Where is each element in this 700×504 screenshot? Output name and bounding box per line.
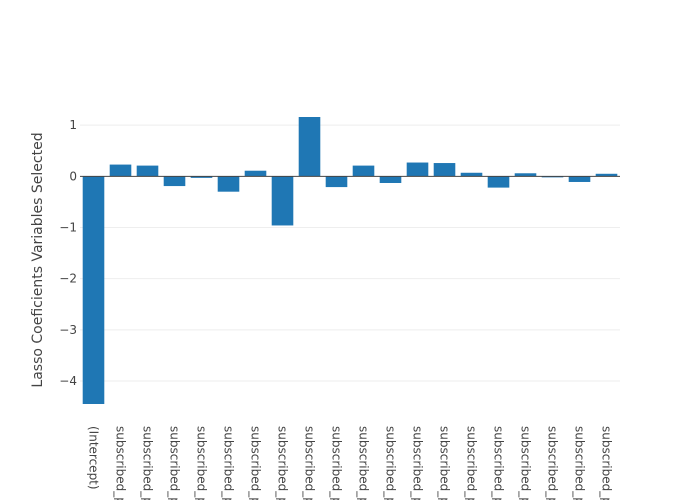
bar bbox=[136, 165, 159, 177]
x-tick-label: subscribed_p bbox=[438, 426, 452, 500]
x-tick-label: subscribed_p bbox=[384, 426, 398, 500]
bars bbox=[82, 117, 618, 404]
y-tick-label: −1 bbox=[59, 221, 77, 235]
x-tick-label: subscribed_p bbox=[411, 426, 425, 500]
bar bbox=[379, 176, 402, 183]
y-axis-title: Lasso Coeficients Variables Selected bbox=[30, 132, 46, 387]
bar bbox=[568, 176, 591, 182]
x-tick-label: subscribed_p bbox=[303, 426, 317, 500]
x-tick-label: subscribed_p bbox=[492, 426, 506, 500]
bar bbox=[514, 173, 537, 177]
x-tick-label: subscribed_p bbox=[465, 426, 479, 500]
y-tick-labels: 1 0 −1 −2 −3 −4 bbox=[59, 118, 77, 388]
x-tick-label: subscribed_p bbox=[222, 426, 236, 500]
bar bbox=[460, 172, 483, 177]
bar bbox=[541, 176, 564, 178]
bar bbox=[109, 164, 132, 177]
bar bbox=[352, 165, 375, 177]
y-tick-label: −2 bbox=[59, 272, 77, 286]
x-tick-label: subscribed_p bbox=[600, 426, 614, 500]
bar bbox=[163, 176, 186, 187]
x-tick-labels: (Intercept) subscribed_p subscribed_p subsc… bbox=[87, 426, 614, 504]
x-tick-label: (Intercept) bbox=[87, 426, 101, 490]
bar bbox=[433, 163, 456, 177]
x-tick-label: subscribed_p bbox=[546, 426, 560, 500]
x-tick-label: subscribed_p bbox=[276, 426, 290, 500]
bar bbox=[595, 173, 618, 177]
bar bbox=[271, 176, 294, 226]
gridlines bbox=[80, 124, 620, 382]
x-tick-label: subscribed_p bbox=[168, 426, 182, 500]
x-tick-label: subscribed_p bbox=[114, 426, 128, 500]
x-tick-label: subscribed_p bbox=[573, 426, 587, 500]
y-tick-label: −3 bbox=[59, 323, 77, 337]
bar bbox=[217, 176, 240, 192]
y-tick-label: −4 bbox=[59, 374, 77, 388]
bar bbox=[298, 117, 321, 177]
bar bbox=[406, 162, 429, 177]
x-tick-label: subscribed_p bbox=[249, 426, 263, 500]
x-tick-label: subscribed_p bbox=[141, 426, 155, 500]
y-tick-label: 0 bbox=[69, 169, 77, 183]
bar bbox=[325, 176, 348, 188]
bar bbox=[487, 176, 510, 188]
bar bbox=[82, 176, 105, 404]
bar bbox=[244, 170, 267, 177]
y-tick-label: 1 bbox=[69, 118, 77, 132]
bar bbox=[190, 176, 213, 178]
x-tick-label: subscribed_p bbox=[519, 426, 533, 500]
x-tick-label: subscribed_p bbox=[357, 426, 371, 500]
x-tick-label: subscribed_p bbox=[330, 426, 344, 500]
x-tick-label: subscribed_p bbox=[195, 426, 209, 500]
